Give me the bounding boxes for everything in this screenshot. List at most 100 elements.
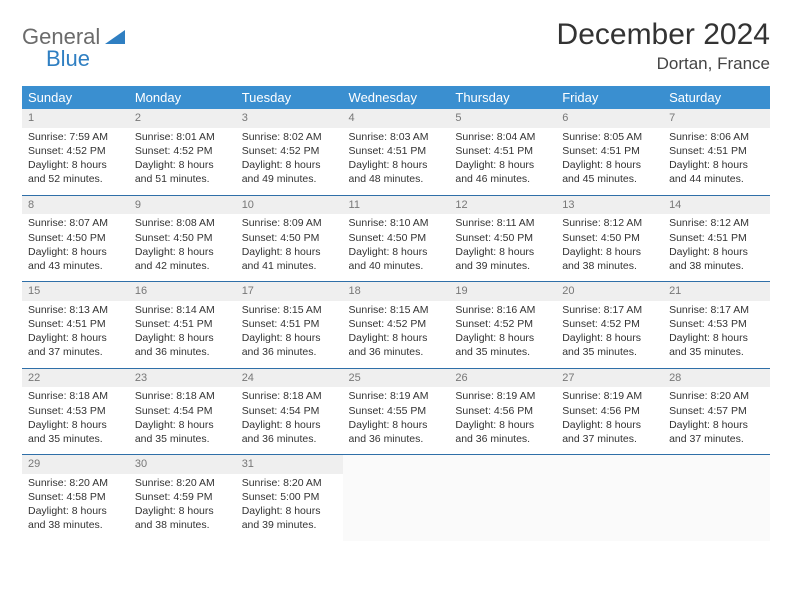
sunrise-line: Sunrise: 8:13 AM: [28, 303, 123, 317]
calendar-cell: .: [449, 455, 556, 541]
calendar-cell: 14Sunrise: 8:12 AMSunset: 4:51 PMDayligh…: [663, 195, 770, 282]
sunrise-line: Sunrise: 8:06 AM: [669, 130, 764, 144]
daylight-line: Daylight: 8 hours and 37 minutes.: [669, 418, 764, 446]
sunrise-line: Sunrise: 8:19 AM: [349, 389, 444, 403]
sunrise-line: Sunrise: 8:08 AM: [135, 216, 230, 230]
weekday-header: Friday: [556, 86, 663, 109]
sunset-line: Sunset: 4:51 PM: [242, 317, 337, 331]
sunset-line: Sunset: 4:53 PM: [669, 317, 764, 331]
calendar-cell: 2Sunrise: 8:01 AMSunset: 4:52 PMDaylight…: [129, 109, 236, 195]
calendar-cell: 25Sunrise: 8:19 AMSunset: 4:55 PMDayligh…: [343, 368, 450, 455]
sunrise-line: Sunrise: 8:14 AM: [135, 303, 230, 317]
day-number: 10: [236, 196, 343, 215]
day-number: 3: [236, 109, 343, 128]
daylight-line: Daylight: 8 hours and 40 minutes.: [349, 245, 444, 273]
day-number: 18: [343, 282, 450, 301]
calendar-cell: 19Sunrise: 8:16 AMSunset: 4:52 PMDayligh…: [449, 282, 556, 369]
day-number: 7: [663, 109, 770, 128]
sunrise-line: Sunrise: 8:01 AM: [135, 130, 230, 144]
daylight-line: Daylight: 8 hours and 52 minutes.: [28, 158, 123, 186]
sunset-line: Sunset: 4:52 PM: [455, 317, 550, 331]
calendar-cell: 21Sunrise: 8:17 AMSunset: 4:53 PMDayligh…: [663, 282, 770, 369]
calendar-cell: 22Sunrise: 8:18 AMSunset: 4:53 PMDayligh…: [22, 368, 129, 455]
daylight-line: Daylight: 8 hours and 39 minutes.: [242, 504, 337, 532]
day-number: 22: [22, 369, 129, 388]
calendar-cell: 30Sunrise: 8:20 AMSunset: 4:59 PMDayligh…: [129, 455, 236, 541]
day-number: 29: [22, 455, 129, 474]
daylight-line: Daylight: 8 hours and 35 minutes.: [28, 418, 123, 446]
daylight-line: Daylight: 8 hours and 38 minutes.: [669, 245, 764, 273]
weekday-header: Thursday: [449, 86, 556, 109]
sunset-line: Sunset: 4:50 PM: [455, 231, 550, 245]
sunrise-line: Sunrise: 8:18 AM: [242, 389, 337, 403]
sunset-line: Sunset: 4:52 PM: [349, 317, 444, 331]
daylight-line: Daylight: 8 hours and 35 minutes.: [455, 331, 550, 359]
day-number: 4: [343, 109, 450, 128]
sunrise-line: Sunrise: 8:18 AM: [28, 389, 123, 403]
calendar-cell: 1Sunrise: 7:59 AMSunset: 4:52 PMDaylight…: [22, 109, 129, 195]
logo-text-blue: Blue: [46, 46, 125, 72]
sunrise-line: Sunrise: 8:05 AM: [562, 130, 657, 144]
calendar-body: 1Sunrise: 7:59 AMSunset: 4:52 PMDaylight…: [22, 109, 770, 541]
daylight-line: Daylight: 8 hours and 39 minutes.: [455, 245, 550, 273]
day-number: 6: [556, 109, 663, 128]
sunset-line: Sunset: 4:50 PM: [28, 231, 123, 245]
day-number: 15: [22, 282, 129, 301]
sunset-line: Sunset: 4:51 PM: [135, 317, 230, 331]
sunrise-line: Sunrise: 8:02 AM: [242, 130, 337, 144]
daylight-line: Daylight: 8 hours and 36 minutes.: [242, 331, 337, 359]
sunset-line: Sunset: 4:59 PM: [135, 490, 230, 504]
calendar-cell: 27Sunrise: 8:19 AMSunset: 4:56 PMDayligh…: [556, 368, 663, 455]
daylight-line: Daylight: 8 hours and 36 minutes.: [455, 418, 550, 446]
day-number: 2: [129, 109, 236, 128]
calendar-cell: 5Sunrise: 8:04 AMSunset: 4:51 PMDaylight…: [449, 109, 556, 195]
day-number: 5: [449, 109, 556, 128]
day-number: 9: [129, 196, 236, 215]
sunrise-line: Sunrise: 8:20 AM: [669, 389, 764, 403]
calendar-cell: 13Sunrise: 8:12 AMSunset: 4:50 PMDayligh…: [556, 195, 663, 282]
daylight-line: Daylight: 8 hours and 45 minutes.: [562, 158, 657, 186]
weekday-header: Saturday: [663, 86, 770, 109]
calendar-cell: .: [556, 455, 663, 541]
day-number: 14: [663, 196, 770, 215]
sunrise-line: Sunrise: 8:15 AM: [349, 303, 444, 317]
day-number: 25: [343, 369, 450, 388]
daylight-line: Daylight: 8 hours and 41 minutes.: [242, 245, 337, 273]
calendar-cell: 18Sunrise: 8:15 AMSunset: 4:52 PMDayligh…: [343, 282, 450, 369]
sunset-line: Sunset: 4:50 PM: [135, 231, 230, 245]
sunset-line: Sunset: 4:51 PM: [562, 144, 657, 158]
calendar-cell: 10Sunrise: 8:09 AMSunset: 4:50 PMDayligh…: [236, 195, 343, 282]
sunrise-line: Sunrise: 8:18 AM: [135, 389, 230, 403]
day-number: 1: [22, 109, 129, 128]
daylight-line: Daylight: 8 hours and 43 minutes.: [28, 245, 123, 273]
day-number: 16: [129, 282, 236, 301]
sunrise-line: Sunrise: 8:11 AM: [455, 216, 550, 230]
calendar-cell: 9Sunrise: 8:08 AMSunset: 4:50 PMDaylight…: [129, 195, 236, 282]
daylight-line: Daylight: 8 hours and 37 minutes.: [562, 418, 657, 446]
day-number: 30: [129, 455, 236, 474]
calendar-cell: 28Sunrise: 8:20 AMSunset: 4:57 PMDayligh…: [663, 368, 770, 455]
sunset-line: Sunset: 4:50 PM: [242, 231, 337, 245]
sunset-line: Sunset: 4:54 PM: [135, 404, 230, 418]
calendar-cell: 20Sunrise: 8:17 AMSunset: 4:52 PMDayligh…: [556, 282, 663, 369]
sunrise-line: Sunrise: 8:12 AM: [562, 216, 657, 230]
sunset-line: Sunset: 4:58 PM: [28, 490, 123, 504]
weekday-header: Wednesday: [343, 86, 450, 109]
day-number: 26: [449, 369, 556, 388]
weekday-header: Monday: [129, 86, 236, 109]
day-number: 8: [22, 196, 129, 215]
sunset-line: Sunset: 4:51 PM: [455, 144, 550, 158]
sunrise-line: Sunrise: 8:17 AM: [562, 303, 657, 317]
day-number: 12: [449, 196, 556, 215]
sunrise-line: Sunrise: 8:03 AM: [349, 130, 444, 144]
sunrise-line: Sunrise: 8:07 AM: [28, 216, 123, 230]
location-label: Dortan, France: [557, 54, 770, 74]
daylight-line: Daylight: 8 hours and 35 minutes.: [135, 418, 230, 446]
sunset-line: Sunset: 4:51 PM: [349, 144, 444, 158]
sunrise-line: Sunrise: 8:19 AM: [562, 389, 657, 403]
daylight-line: Daylight: 8 hours and 46 minutes.: [455, 158, 550, 186]
page-title: December 2024: [557, 18, 770, 52]
title-block: December 2024 Dortan, France: [557, 18, 770, 74]
sunset-line: Sunset: 4:55 PM: [349, 404, 444, 418]
daylight-line: Daylight: 8 hours and 38 minutes.: [28, 504, 123, 532]
